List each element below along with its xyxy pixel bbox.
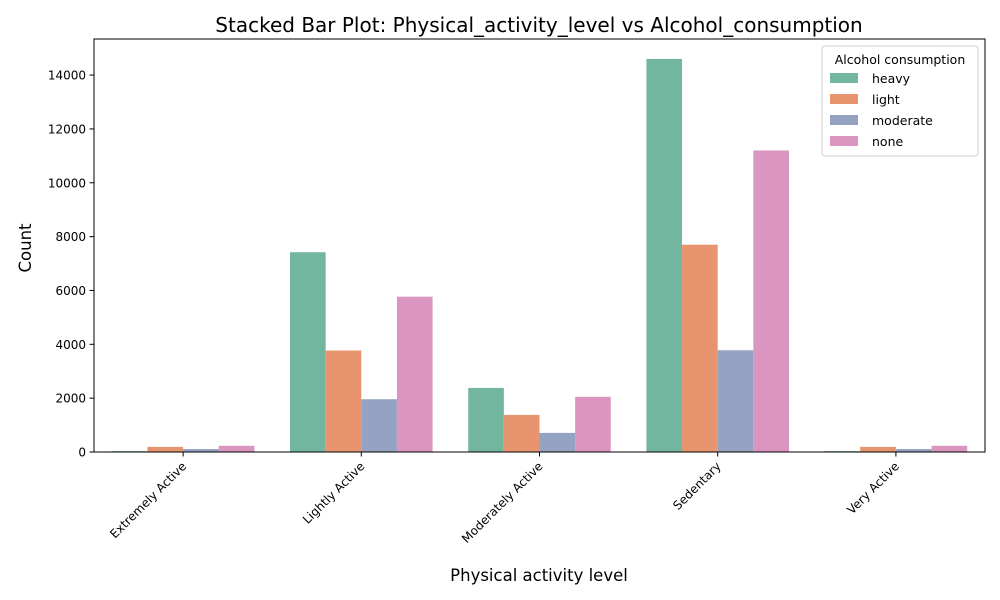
bar-none-lightly-active: [396, 296, 433, 452]
legend: Alcohol consumption heavy light moderate non…: [821, 45, 979, 157]
y-tick-label: 2000: [55, 392, 86, 406]
legend-label-heavy: heavy: [872, 71, 911, 86]
legend-swatch-none: [830, 136, 858, 146]
bar-moderate-lightly-active: [361, 399, 397, 452]
legend-swatch-heavy: [830, 73, 858, 83]
x-tick-label: Moderately Active: [459, 459, 546, 546]
y-tick-label: 6000: [55, 284, 86, 298]
bar-light-very-active: [860, 446, 896, 452]
bar-light-lightly-active: [325, 350, 362, 452]
bar-moderate-very-active: [895, 449, 932, 452]
y-tick-label: 14000: [48, 69, 86, 83]
bar-none-moderately-active: [575, 396, 611, 452]
legend-label-none: none: [872, 134, 903, 149]
x-tick-label: Sedentary: [670, 459, 724, 513]
bar-light-extremely-active: [147, 446, 184, 452]
bar-none-very-active: [931, 445, 968, 452]
legend-box: [821, 45, 979, 157]
y-tick-label: 10000: [48, 176, 86, 190]
plot-area: [93, 38, 986, 453]
y-axis-label: Count: [16, 223, 35, 273]
y-tick-label: 12000: [48, 122, 86, 136]
legend-label-moderate: moderate: [872, 113, 933, 128]
x-axis-ticks: Extremely Active Lightly Active Moderately…: [107, 452, 902, 546]
bar-heavy-sedentary: [646, 58, 683, 453]
legend-label-light: light: [872, 92, 900, 107]
y-axis-ticks: 0 2000 4000 6000 8000 10000 12000 14000: [48, 69, 94, 460]
y-tick-label: 8000: [55, 230, 86, 244]
bar-light-sedentary: [682, 244, 718, 452]
bar-heavy-lightly-active: [290, 252, 326, 452]
bar-none-sedentary: [753, 150, 789, 452]
legend-swatch-light: [830, 94, 858, 104]
legend-title: Alcohol consumption: [835, 52, 966, 67]
y-tick-label: 0: [78, 446, 86, 460]
bar-moderate-extremely-active: [183, 449, 219, 452]
x-tick-label: Lightly Active: [300, 459, 367, 526]
bar-moderate-moderately-active: [539, 432, 576, 452]
x-axis-label: Physical activity level: [450, 566, 628, 585]
chart-title: Stacked Bar Plot: Physical_activity_leve…: [215, 13, 862, 37]
bar-none-extremely-active: [218, 445, 255, 452]
bar-light-moderately-active: [503, 414, 540, 452]
y-tick-label: 4000: [55, 338, 86, 352]
legend-swatch-moderate: [830, 115, 858, 125]
bar-moderate-sedentary: [717, 350, 754, 452]
x-tick-label: Extremely Active: [107, 459, 189, 541]
bar-heavy-moderately-active: [468, 387, 504, 452]
x-tick-label: Very Active: [844, 459, 902, 517]
